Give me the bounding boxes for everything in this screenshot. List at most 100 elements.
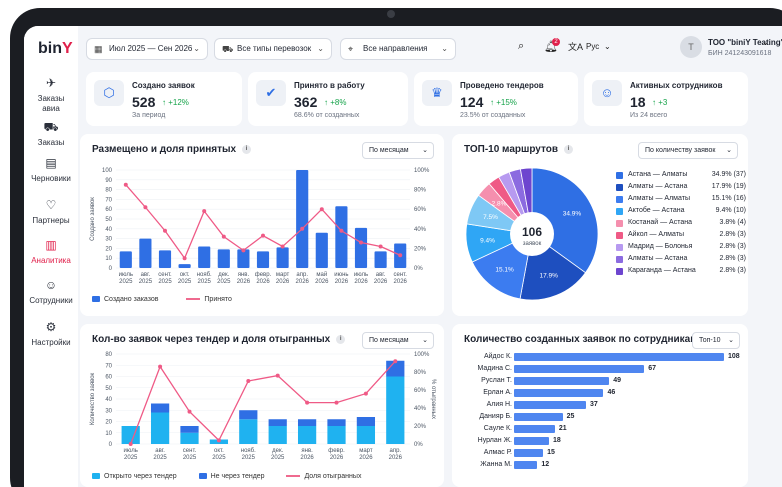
x-tick-label: 2025 [183,455,197,461]
y-tick-label: 80 [105,352,112,358]
period-select[interactable]: ▦ Июл 2025 — Сен 2026 ⌄ [86,38,208,60]
sidebar-item-air-orders[interactable]: ✈ Заказы авиа [24,76,78,114]
employee-value: 18 [553,437,561,444]
y-tick-label: 50 [105,217,112,223]
route-name: Алматы — Астана [628,183,688,190]
x-tick-label: сент. [158,272,172,278]
employee-row: Жанна М. 12 [452,460,752,471]
bar-tender [356,426,376,444]
route-value: 9.4% (10) [715,207,746,214]
bar [256,251,270,268]
y2-tick-label: 60% [414,388,427,394]
search-icon[interactable]: ⌕ [518,40,525,52]
chevron-down-icon[interactable]: ⌄ [604,42,611,51]
legend-swatch [616,184,623,191]
sidebar-item-settings[interactable]: ⚙ Настройки [24,320,78,348]
x-tick-label: 2026 [237,279,251,285]
line-point [128,442,133,446]
chart2-sort-select[interactable]: По количеству заявок ⌄ [638,142,738,159]
info-icon[interactable]: i [242,144,252,154]
kpi-card-employees: ☺ Активных сотрудников 18 ↑ +3 Из 24 все… [584,72,748,126]
x-tick-label: 2025 [124,455,138,461]
bar [178,264,191,268]
transport-select[interactable]: ⛟ Все типы перевозок ⌄ [214,38,332,60]
chart1-period-select[interactable]: По месяцам ⌄ [362,142,434,159]
route-name: Алматы — Алматы [628,195,690,202]
y2-tick-label: 80% [414,188,427,194]
route-name: Актобе — Астана [628,207,685,214]
chevron-down-icon: ⌄ [422,337,428,344]
chevron-down-icon: ⌄ [726,147,732,154]
kpi-delta: ↑ +15% [490,98,517,107]
info-icon[interactable]: i [564,144,574,154]
sidebar-item-label: Черновики [31,174,71,183]
sidebar-item-partners[interactable]: ♡ Партнеры [24,198,78,226]
kpi-title: Создано заявок [132,81,195,90]
y-tick-label: 30 [105,408,112,414]
info-icon[interactable]: i [336,334,346,344]
legend-swatch [616,208,623,215]
transport-value: Все типы перевозок [237,44,312,53]
line-point [221,234,226,239]
bar-non-tender [150,403,170,413]
chart-card-top-routes: ТОП-10 маршрутов i По количеству заявок ⌄ … [452,134,748,316]
legend-swatch [616,232,623,239]
employee-name: Айдос К. [483,353,512,360]
x-tick-label: нояб. [241,448,256,454]
app-logo[interactable]: binY [38,40,73,57]
check-icon: ✔ [256,80,286,106]
chart3-plot: 0 10 20 30 40 50 60 70 80 0% 20% 40% 60% 80% 100% Колич… [90,352,436,461]
route-value: 3.8% (4) [719,219,746,226]
employee-bar [514,449,544,457]
employee-value: 15 [547,449,555,456]
company-name[interactable]: ТОО "biniY Teating" [708,38,782,47]
x-tick-label: сент. [393,272,407,278]
directions-value: Все направления [363,44,428,53]
bar-non-tender [356,417,376,426]
avatar[interactable]: Т [680,36,702,58]
calendar-icon: ▦ [94,44,103,54]
language-select[interactable]: Рус [586,42,600,51]
x-tick-label: 2026 [374,279,388,285]
chart-title: Кол-во заявок через тендер и доля отыгра… [92,334,346,345]
slice-label: 34.9% [563,211,582,218]
chevron-down-icon: ⌄ [728,337,734,344]
route-value: 17.9% (19) [711,183,746,190]
x-tick-label: июнь [334,272,348,278]
employee-value: 49 [613,377,622,384]
series-line [130,360,396,445]
chart3-period-select[interactable]: По месяцам ⌄ [362,332,434,349]
sidebar-item-analytics[interactable]: ▥ Аналитика [24,238,78,266]
chevron-down-icon[interactable]: ⌄ [762,38,769,47]
line-point [393,359,398,364]
bar [374,251,387,268]
x-tick-label: янв. [238,272,250,278]
y2-tick-label: 0% [414,266,423,272]
y2-tick-label: 80% [414,370,427,376]
directions-select[interactable]: ⌖ Все направления ⌄ [340,38,456,60]
x-tick-label: 2025 [119,279,133,285]
kpi-subtitle: 23.5% от созданных [460,112,526,119]
line-point [334,400,339,405]
sidebar-item-orders[interactable]: ⛟ Заказы [24,120,78,148]
chart4-top-select[interactable]: Топ-10 ⌄ [692,332,740,349]
pie-center [510,212,554,256]
sidebar-item-employees[interactable]: ☺ Сотрудники [24,278,78,306]
x-tick-label: окт. [180,272,190,278]
x-tick-label: окт. [214,448,224,454]
users-icon: ☺ [44,278,58,292]
chevron-down-icon: ⌄ [193,44,200,53]
camera-dot [387,10,395,18]
line-point [246,379,251,383]
x-tick-label: 2026 [276,279,290,285]
bar [296,170,309,268]
employee-row: Нурлан Ж. 18 [452,436,752,447]
chart-icon: ▥ [45,238,57,252]
kpi-subtitle: Из 24 всего [630,112,668,119]
y-tick-label: 10 [105,256,112,262]
legend-line [286,475,301,478]
route-name: Астана — Алматы [628,171,688,178]
sidebar-item-drafts[interactable]: ▤ Черновики [24,156,78,184]
pie-legend-row: Астана — Алматы 34.9% (37) [616,170,746,182]
slice-label: 17.9% [539,273,558,280]
